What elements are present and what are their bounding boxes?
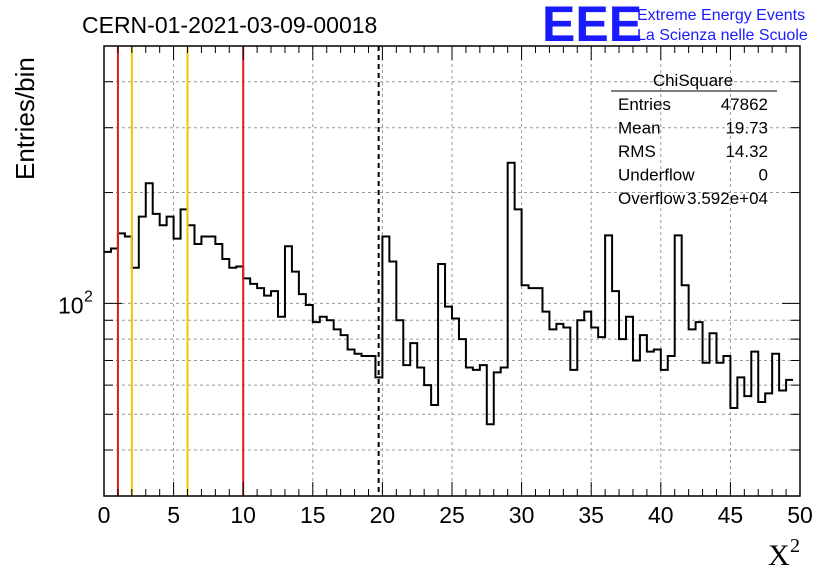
x-axis-label-base: X <box>768 539 790 572</box>
y-tick-label-exp: 2 <box>84 288 93 305</box>
x-tick-label: 35 <box>578 502 604 528</box>
y-tick-label: 10 <box>58 292 84 318</box>
eee-logo-line1: Extreme Energy Events <box>637 7 805 24</box>
eee-logo-line2: La Scienza nelle Scuole <box>637 27 808 44</box>
x-axis-ticks: 0 5 10 15 20 25 30 35 40 45 50 <box>98 46 813 528</box>
x-tick-label: 40 <box>648 502 674 528</box>
x-tick-label: 10 <box>230 502 256 528</box>
stats-box: ChiSquare Entries 47862 Mean 19.73 RMS 14.32 U… <box>611 71 777 208</box>
eee-logo: EEE Extreme Energy Events La Scienza nel… <box>542 0 808 52</box>
x-tick-label: 50 <box>787 502 813 528</box>
x-tick-label: 25 <box>439 502 465 528</box>
grid-lines <box>104 46 800 496</box>
stats-value: 14.32 <box>725 142 768 161</box>
stats-label: Overflow <box>618 189 686 208</box>
stats-label: RMS <box>618 142 656 161</box>
x-tick-label: 0 <box>98 502 111 528</box>
x-tick-label: 15 <box>300 502 326 528</box>
stats-value: 19.73 <box>725 119 768 138</box>
stats-value: 0 <box>759 166 768 185</box>
stats-label: Mean <box>618 119 661 138</box>
eee-logo-text: EEE <box>542 0 642 52</box>
x-tick-label: 45 <box>718 502 744 528</box>
stats-label: Underflow <box>618 166 695 185</box>
x-tick-label: 30 <box>509 502 535 528</box>
histogram-outline <box>104 161 794 426</box>
x-tick-label: 20 <box>370 502 396 528</box>
stats-value: 3.592e+04 <box>687 189 768 208</box>
y-axis-ticks: 10 2 <box>58 81 800 451</box>
x-axis-label-sup: 2 <box>790 535 800 557</box>
stats-value: 47862 <box>721 95 768 114</box>
stats-label: Entries <box>618 95 671 114</box>
x-tick-label: 5 <box>167 502 180 528</box>
x-axis-label: X 2 <box>768 535 800 572</box>
chart-title: CERN-01-2021-03-09-00018 <box>82 12 377 38</box>
stats-title: ChiSquare <box>653 71 733 90</box>
reference-lines <box>116 46 380 496</box>
y-axis-label: Entries/bin <box>10 57 40 180</box>
